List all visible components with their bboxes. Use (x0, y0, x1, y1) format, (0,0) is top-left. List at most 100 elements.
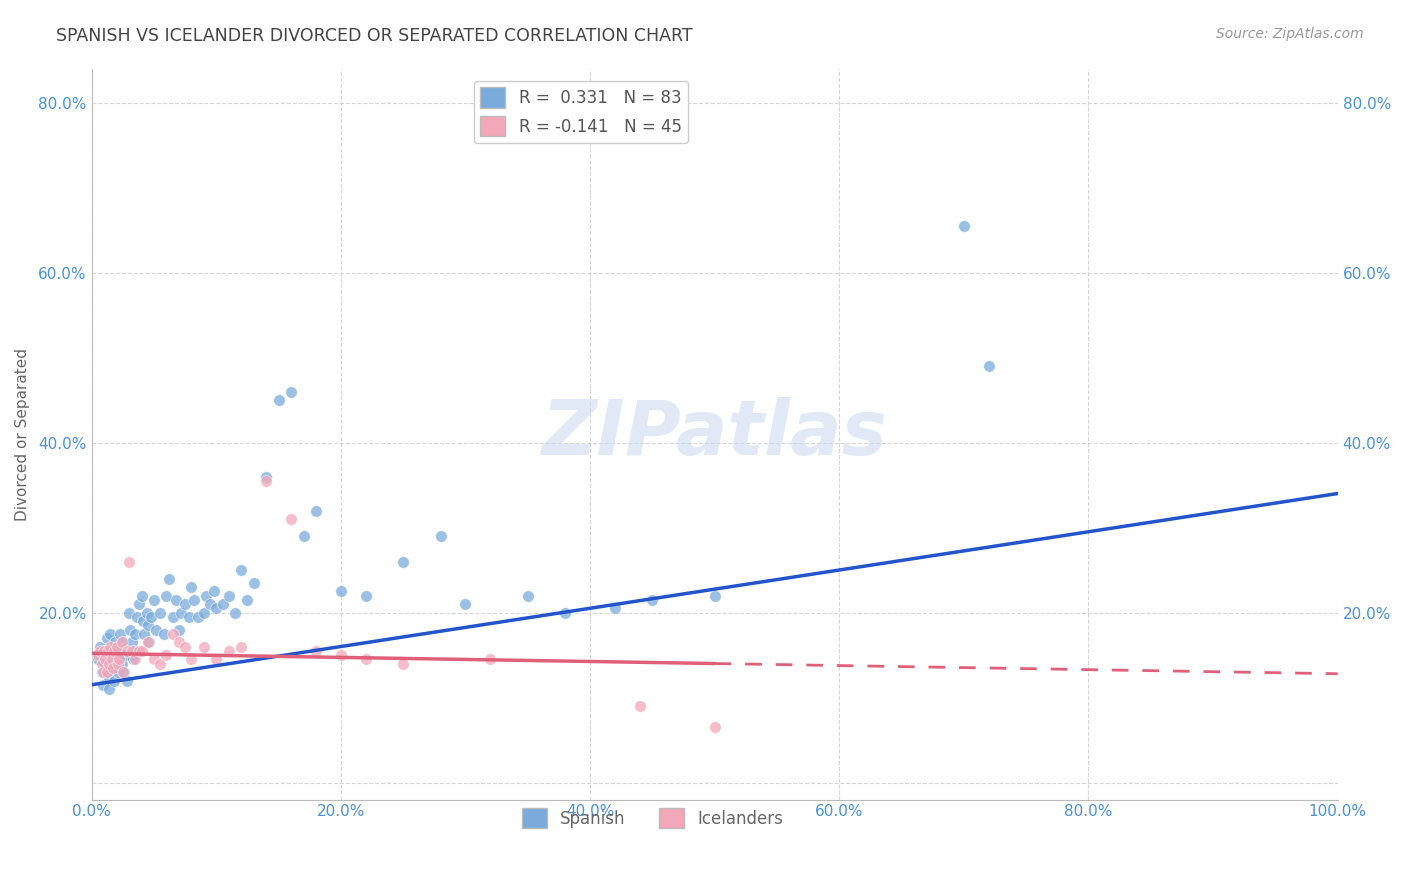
Point (115, 673, 138, 688)
Point (105, 640, 128, 654)
Point (128, 644, 150, 658)
Point (100, 652, 122, 666)
Point (115, 644, 138, 658)
Point (93, 644, 115, 658)
Point (183, 592, 205, 607)
Point (218, 589, 240, 603)
Point (392, 555, 415, 569)
Point (305, 503, 328, 517)
Point (429, 529, 451, 543)
Point (118, 606, 141, 620)
Point (128, 597, 150, 611)
Point (280, 384, 302, 399)
Point (193, 606, 215, 620)
Text: Source: ZipAtlas.com: Source: ZipAtlas.com (1216, 27, 1364, 41)
Point (124, 652, 146, 666)
Point (94, 652, 117, 666)
Point (703, 589, 725, 603)
Point (703, 720, 725, 734)
Point (155, 648, 177, 662)
Point (187, 609, 209, 624)
Point (90, 657, 112, 671)
Point (167, 635, 190, 649)
Point (231, 563, 253, 577)
Point (104, 635, 127, 649)
Point (135, 606, 157, 620)
Point (98, 657, 121, 671)
Point (195, 589, 218, 603)
Point (111, 635, 134, 649)
Point (90, 665, 112, 679)
Point (224, 606, 246, 620)
Point (170, 606, 193, 620)
Point (162, 627, 184, 641)
Point (107, 657, 129, 671)
Point (354, 589, 377, 603)
Point (112, 665, 135, 679)
Point (162, 609, 184, 624)
Point (554, 606, 576, 620)
Point (143, 652, 166, 666)
Point (103, 673, 125, 688)
Point (155, 589, 177, 603)
Point (165, 592, 187, 607)
Point (87, 648, 110, 662)
Point (87, 652, 110, 666)
Point (267, 392, 290, 407)
Point (145, 623, 167, 637)
Point (193, 640, 215, 654)
Point (254, 474, 277, 488)
Point (121, 644, 143, 658)
Point (329, 584, 352, 599)
Point (132, 614, 155, 628)
Point (89, 640, 111, 654)
Point (280, 512, 302, 526)
Point (641, 592, 664, 607)
Point (91, 665, 114, 679)
Point (122, 644, 145, 658)
Point (242, 575, 264, 590)
Point (118, 555, 141, 569)
Point (89, 644, 111, 658)
Point (138, 635, 160, 649)
Point (180, 652, 202, 666)
Point (153, 627, 176, 641)
Point (131, 589, 153, 603)
Point (97, 669, 120, 683)
Point (110, 657, 132, 671)
Point (136, 618, 159, 632)
Point (174, 597, 197, 611)
Point (108, 644, 131, 658)
Point (157, 572, 180, 586)
Point (108, 652, 131, 666)
Point (107, 665, 129, 679)
Legend: Spanish, Icelanders: Spanish, Icelanders (515, 801, 790, 835)
Point (100, 640, 122, 654)
Point (305, 644, 328, 658)
Point (202, 584, 225, 599)
Point (454, 597, 477, 611)
Point (110, 627, 132, 641)
Point (101, 661, 124, 675)
Point (977, 359, 1000, 373)
Y-axis label: Divorced or Separated: Divorced or Separated (15, 348, 30, 521)
Point (218, 644, 240, 658)
Point (120, 623, 142, 637)
Point (198, 597, 221, 611)
Point (167, 623, 190, 637)
Point (91, 678, 114, 692)
Point (136, 635, 159, 649)
Point (132, 627, 155, 641)
Point (125, 609, 148, 624)
Point (236, 592, 259, 607)
Point (100, 627, 122, 641)
Point (121, 652, 143, 666)
Point (96, 631, 118, 645)
Point (103, 644, 125, 658)
Point (231, 640, 253, 654)
Point (354, 652, 377, 666)
Point (97, 644, 120, 658)
Point (628, 699, 651, 714)
Point (93, 644, 115, 658)
Point (329, 648, 352, 662)
